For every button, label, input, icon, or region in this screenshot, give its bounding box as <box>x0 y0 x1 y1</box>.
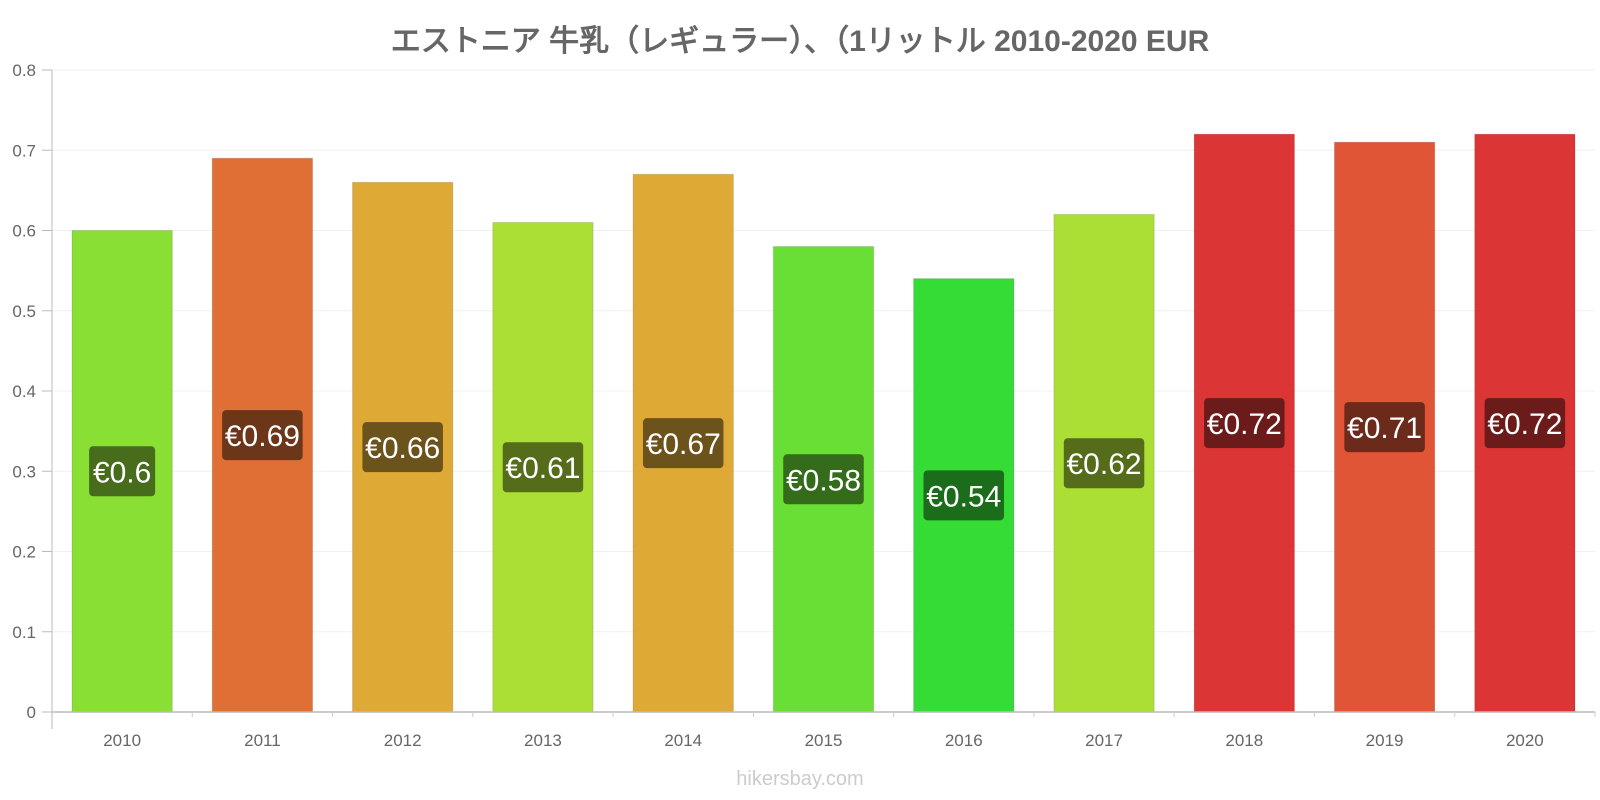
data-label: €0.66 <box>365 432 440 465</box>
y-tick-label: 0 <box>27 703 36 722</box>
x-tick-label: 2016 <box>945 731 983 750</box>
data-label-background <box>1484 398 1566 449</box>
data-label-background <box>923 470 1005 521</box>
y-tick-label: 0.4 <box>12 382 36 401</box>
data-label: €0.61 <box>505 452 580 485</box>
data-label: €0.62 <box>1067 448 1142 481</box>
data-label: €0.72 <box>1207 408 1282 441</box>
x-tick-label: 2013 <box>524 731 562 750</box>
data-label-background <box>1344 402 1425 453</box>
y-tick-label: 0.6 <box>12 222 36 241</box>
x-tick-label: 2017 <box>1085 731 1123 750</box>
data-label: €0.6 <box>93 456 151 489</box>
data-label-background <box>502 442 584 493</box>
axes <box>51 70 1595 729</box>
data-label-background <box>89 446 156 497</box>
x-tick-label: 2011 <box>244 731 281 750</box>
data-label: €0.71 <box>1347 412 1422 445</box>
x-tick-label: 2012 <box>384 731 422 750</box>
y-tick-label: 0.8 <box>12 61 36 80</box>
x-tick-label: 2018 <box>1225 731 1263 750</box>
y-tick-label: 0.2 <box>12 543 36 562</box>
x-axis-ticks: 2010 2011 2012 2013 2014 2015 2016 2017 2018 2019… <box>103 712 1596 750</box>
chart-title: エストニア 牛乳（レギュラー）、（1リットル 2010-2020 EUR <box>390 25 1210 58</box>
data-label: €0.58 <box>786 464 861 497</box>
data-label-background <box>1063 438 1145 489</box>
y-tick-label: 0.7 <box>12 141 36 160</box>
data-label-background <box>362 422 443 473</box>
data-label: €0.67 <box>646 428 721 461</box>
data-label-background <box>222 410 303 461</box>
y-tick-label: 0.1 <box>12 623 36 642</box>
data-label-background <box>1204 398 1285 449</box>
data-label-background <box>642 418 724 469</box>
data-label: €0.69 <box>225 420 300 453</box>
data-label-background <box>783 454 864 505</box>
x-tick-label: 2010 <box>103 731 141 750</box>
y-tick-label: 0.3 <box>12 462 36 481</box>
x-tick-label: 2014 <box>664 731 702 750</box>
y-axis-ticks: 0 0.1 0.2 0.3 0.4 0.5 0.6 0.7 0.8 <box>12 61 52 722</box>
x-tick-label: 2020 <box>1506 731 1544 750</box>
data-labels: €0.6 €0.69 €0.66 €0.61 €0.67 €0.58 €0.54 €0.62 €… <box>89 398 1566 521</box>
data-label: €0.54 <box>926 480 1001 513</box>
watermark: hikersbay.com <box>736 768 864 790</box>
data-label: €0.72 <box>1487 408 1562 441</box>
y-tick-label: 0.5 <box>12 302 36 321</box>
x-tick-label: 2019 <box>1366 731 1404 750</box>
x-tick-label: 2015 <box>805 731 843 750</box>
